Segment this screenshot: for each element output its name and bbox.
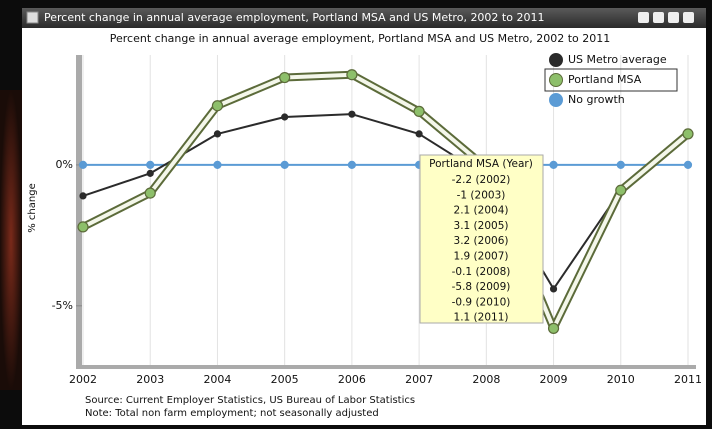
point <box>78 160 88 170</box>
legend-swatch <box>549 73 563 87</box>
legend-swatch <box>549 53 563 67</box>
legend-highlight <box>544 68 678 92</box>
x-tick-label: 2005 <box>271 373 299 386</box>
window-button[interactable] <box>668 12 679 23</box>
point <box>347 160 356 170</box>
y-axis <box>76 55 82 369</box>
point <box>146 160 155 170</box>
note: Note: Total non farm employment; not sea… <box>85 408 379 419</box>
tooltip-box <box>419 154 544 324</box>
x-tick-label: 2010 <box>607 373 635 386</box>
point <box>549 160 558 170</box>
tooltip-item: -2.2 (2002) <box>452 174 511 186</box>
x-tick-label: 2002 <box>69 373 97 386</box>
point <box>279 71 291 84</box>
y-axis-label: % change <box>27 183 38 232</box>
x-axis <box>76 365 696 369</box>
window-titlebar <box>22 8 706 28</box>
tooltip-item: -0.1 (2008) <box>452 266 511 278</box>
tooltip-title: Portland MSA (Year) <box>429 158 533 170</box>
x-tick-label: 2007 <box>405 373 433 386</box>
y-tick-label: 0% <box>56 158 73 171</box>
point <box>415 130 423 138</box>
line <box>82 72 690 331</box>
point <box>413 105 425 117</box>
window-button[interactable] <box>638 12 649 23</box>
legend-label: Portland MSA <box>568 73 642 86</box>
point <box>615 184 627 196</box>
x-tick-label: 2011 <box>674 373 702 386</box>
tooltip-item: -1 (2003) <box>457 189 506 201</box>
x-tick-label: 2003 <box>136 373 164 386</box>
window-title: Percent change in annual average employm… <box>44 11 544 24</box>
x-tick-label: 2004 <box>203 373 231 386</box>
tooltip-item: 1.9 (2007) <box>454 251 509 263</box>
tooltip-item: 3.1 (2005) <box>454 220 509 232</box>
tooltip-item: 3.2 (2006) <box>454 235 509 247</box>
tooltip-item: 2.1 (2004) <box>454 205 509 217</box>
legend-swatch <box>549 93 563 107</box>
source: Source: Current Employer Statistics, US … <box>85 395 415 406</box>
point <box>682 128 694 140</box>
point <box>346 69 358 81</box>
x-tick-label: 2008 <box>472 373 500 386</box>
legend-label: US Metro average <box>568 53 667 66</box>
tooltip-item: 1.1 (2011) <box>454 312 509 324</box>
tooltip-item: -0.9 (2010) <box>452 296 511 308</box>
plot: 2002 2003 2004 2005 2006 2007 2008 2009 2010 2011… <box>52 53 702 386</box>
window-button[interactable] <box>683 12 694 23</box>
point <box>547 322 560 334</box>
legend-label: No growth <box>568 93 625 106</box>
point <box>213 130 222 138</box>
point <box>211 100 224 112</box>
x-tick-label: 2006 <box>338 373 366 386</box>
point <box>79 192 87 200</box>
point <box>77 221 89 233</box>
chart-title: Percent change in annual average employm… <box>110 32 610 45</box>
point <box>144 187 156 199</box>
window-icon <box>26 11 39 24</box>
point <box>281 113 289 121</box>
tooltip-item: -5.8 (2009) <box>452 281 511 293</box>
point <box>280 160 289 170</box>
chart-panel <box>22 28 706 425</box>
point <box>213 160 222 170</box>
point <box>683 160 693 170</box>
point <box>146 169 154 177</box>
backdrop-image <box>0 90 22 390</box>
point <box>616 160 625 170</box>
window-button[interactable] <box>653 12 664 23</box>
point <box>549 285 558 293</box>
x-tick-label: 2009 <box>540 373 568 386</box>
y-tick-label: -5% <box>52 299 73 312</box>
point <box>348 110 356 118</box>
